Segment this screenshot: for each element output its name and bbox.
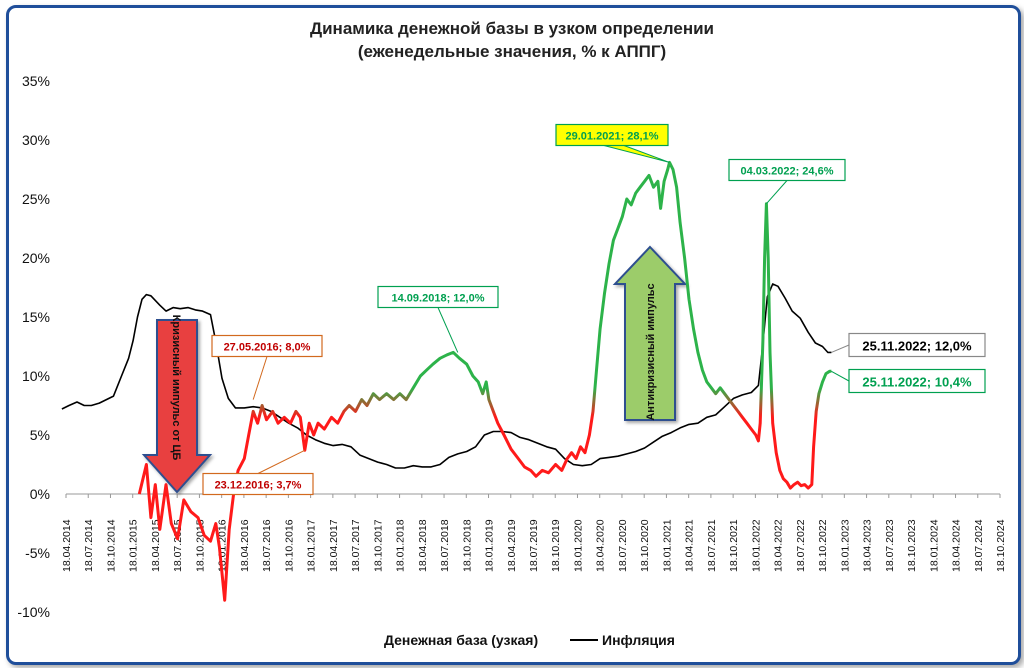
callout-box xyxy=(211,334,323,358)
x-tick-label: 18.10.2016 xyxy=(283,519,295,572)
callout-label: 27.05.2016; 8,0% xyxy=(224,342,311,354)
callout-box xyxy=(377,285,499,309)
y-tick-label: 20% xyxy=(22,250,50,266)
x-tick-label: 18.07.2019 xyxy=(528,519,540,572)
y-tick-label: 30% xyxy=(22,132,50,148)
x-tick-label: 18.04.2018 xyxy=(417,519,429,572)
x-tick-label: 18.07.2023 xyxy=(884,519,896,572)
chart-title: Динамика денежной базы в узком определен… xyxy=(310,19,714,38)
x-tick-label: 18.07.2018 xyxy=(439,519,451,572)
callout-pointer xyxy=(603,145,670,163)
callout-label: 29.01.2021; 28,1% xyxy=(566,131,659,143)
x-tick-label: 18.10.2023 xyxy=(906,519,918,572)
x-tick-label: 18.10.2021 xyxy=(728,519,740,572)
x-tick-label: 18.01.2022 xyxy=(750,519,762,572)
x-tick-label: 18.01.2018 xyxy=(395,519,407,572)
crisis-impulse-arrow xyxy=(141,319,213,494)
x-tick-label: 18.10.2022 xyxy=(817,519,829,572)
series-line-money-base xyxy=(137,160,832,602)
x-tick-label: 18.10.2014 xyxy=(105,519,117,572)
x-tick-label: 18.04.2023 xyxy=(862,519,874,572)
x-tick-label: 18.04.2021 xyxy=(684,519,696,572)
x-tick-label: 18.07.2014 xyxy=(83,519,95,572)
y-tick-label: 10% xyxy=(22,368,50,384)
callout-leader xyxy=(766,180,788,205)
y-tick-label: 15% xyxy=(22,309,50,325)
x-tick-label: 18.01.2021 xyxy=(661,519,673,572)
x-tick-label: 18.10.2018 xyxy=(461,519,473,572)
crisis-impulse-label: Кризисный импульс от ЦБ xyxy=(170,315,182,461)
x-tick-label: 18.04.2017 xyxy=(328,519,340,572)
callout-box xyxy=(728,158,846,182)
x-tick-label: 18.04.2014 xyxy=(61,519,73,572)
x-tick-label: 18.04.2022 xyxy=(773,519,785,572)
callout-leader xyxy=(831,344,850,353)
y-tick-label: -5% xyxy=(25,545,50,561)
x-tick-label: 18.04.2020 xyxy=(595,519,607,572)
x-tick-label: 18.04.2015 xyxy=(150,519,162,572)
x-tick-label: 18.01.2020 xyxy=(572,519,584,572)
series-lines xyxy=(61,160,832,602)
x-tick-label: 18.04.2019 xyxy=(506,519,518,572)
anticrisis-impulse-arrow xyxy=(612,245,688,421)
x-tick-label: 18.07.2016 xyxy=(261,519,273,572)
anticrisis-impulse-label: Антикризисный импульс xyxy=(645,283,657,420)
x-tick-label: 18.10.2019 xyxy=(550,519,562,572)
x-tick-label: 18.07.2020 xyxy=(617,519,629,572)
x-tick-label: 18.01.2015 xyxy=(128,519,140,572)
callout-label: 04.03.2022; 24,6% xyxy=(741,166,834,178)
callout-label: 23.12.2016; 3,7% xyxy=(215,480,302,492)
y-axis: 35% 30% 25% 20% 15% 10% 5% 0% -5% -10% xyxy=(17,73,50,620)
callout-leader xyxy=(831,370,850,382)
legend: Денежная база (узкая) Инфляция xyxy=(352,632,675,648)
callout-leader xyxy=(437,307,459,353)
callout-box xyxy=(202,472,314,496)
y-tick-label: 25% xyxy=(22,191,50,207)
x-tick-label: 18.04.2024 xyxy=(951,519,963,572)
x-tick-label: 18.01.2017 xyxy=(306,519,318,572)
callout-box xyxy=(848,332,986,358)
callout-leader xyxy=(257,449,305,474)
callouts: 27.05.2016; 8,0% 23.12.2016; 3,7% 14.09.20… xyxy=(202,123,986,496)
x-tick-label: 18.07.2017 xyxy=(350,519,362,572)
x-axis: 18.04.2014 18.07.2014 18.10.2014 18.01.2015… xyxy=(61,494,1007,572)
callout-leader xyxy=(252,356,268,400)
y-tick-label: 5% xyxy=(30,427,50,443)
x-tick-label: 18.01.2019 xyxy=(484,519,496,572)
x-tick-label: 18.01.2024 xyxy=(928,519,940,572)
x-tick-label: 18.10.2020 xyxy=(639,519,651,572)
y-tick-label: 35% xyxy=(22,73,50,89)
x-tick-label: 18.07.2024 xyxy=(973,519,985,572)
series-line-inflation xyxy=(61,283,832,469)
legend-label-inflation: Инфляция xyxy=(602,632,675,648)
chart-subtitle: (еженедельные значения, % к АППГ) xyxy=(358,42,666,61)
y-tick-label: -10% xyxy=(17,604,50,620)
x-tick-label: 18.10.2017 xyxy=(372,519,384,572)
callout-box xyxy=(848,368,986,394)
x-tick-label: 18.04.2016 xyxy=(239,519,251,572)
callout-label: 14.09.2018; 12,0% xyxy=(392,293,485,305)
x-tick-label: 18.10.2024 xyxy=(995,519,1007,572)
callout-label: 25.11.2022; 10,4% xyxy=(862,375,972,390)
y-tick-label: 0% xyxy=(30,486,50,502)
x-tick-label: 18.01.2023 xyxy=(839,519,851,572)
callout-box xyxy=(555,123,669,147)
impulse-arrows: Кризисный импульс от ЦБ Антикризисный имп… xyxy=(141,245,688,494)
callout-label: 25.11.2022; 12,0% xyxy=(862,339,972,354)
x-tick-label: 18.07.2021 xyxy=(706,519,718,572)
x-tick-label: 18.07.2022 xyxy=(795,519,807,572)
legend-label-money-base: Денежная база (узкая) xyxy=(384,632,538,648)
